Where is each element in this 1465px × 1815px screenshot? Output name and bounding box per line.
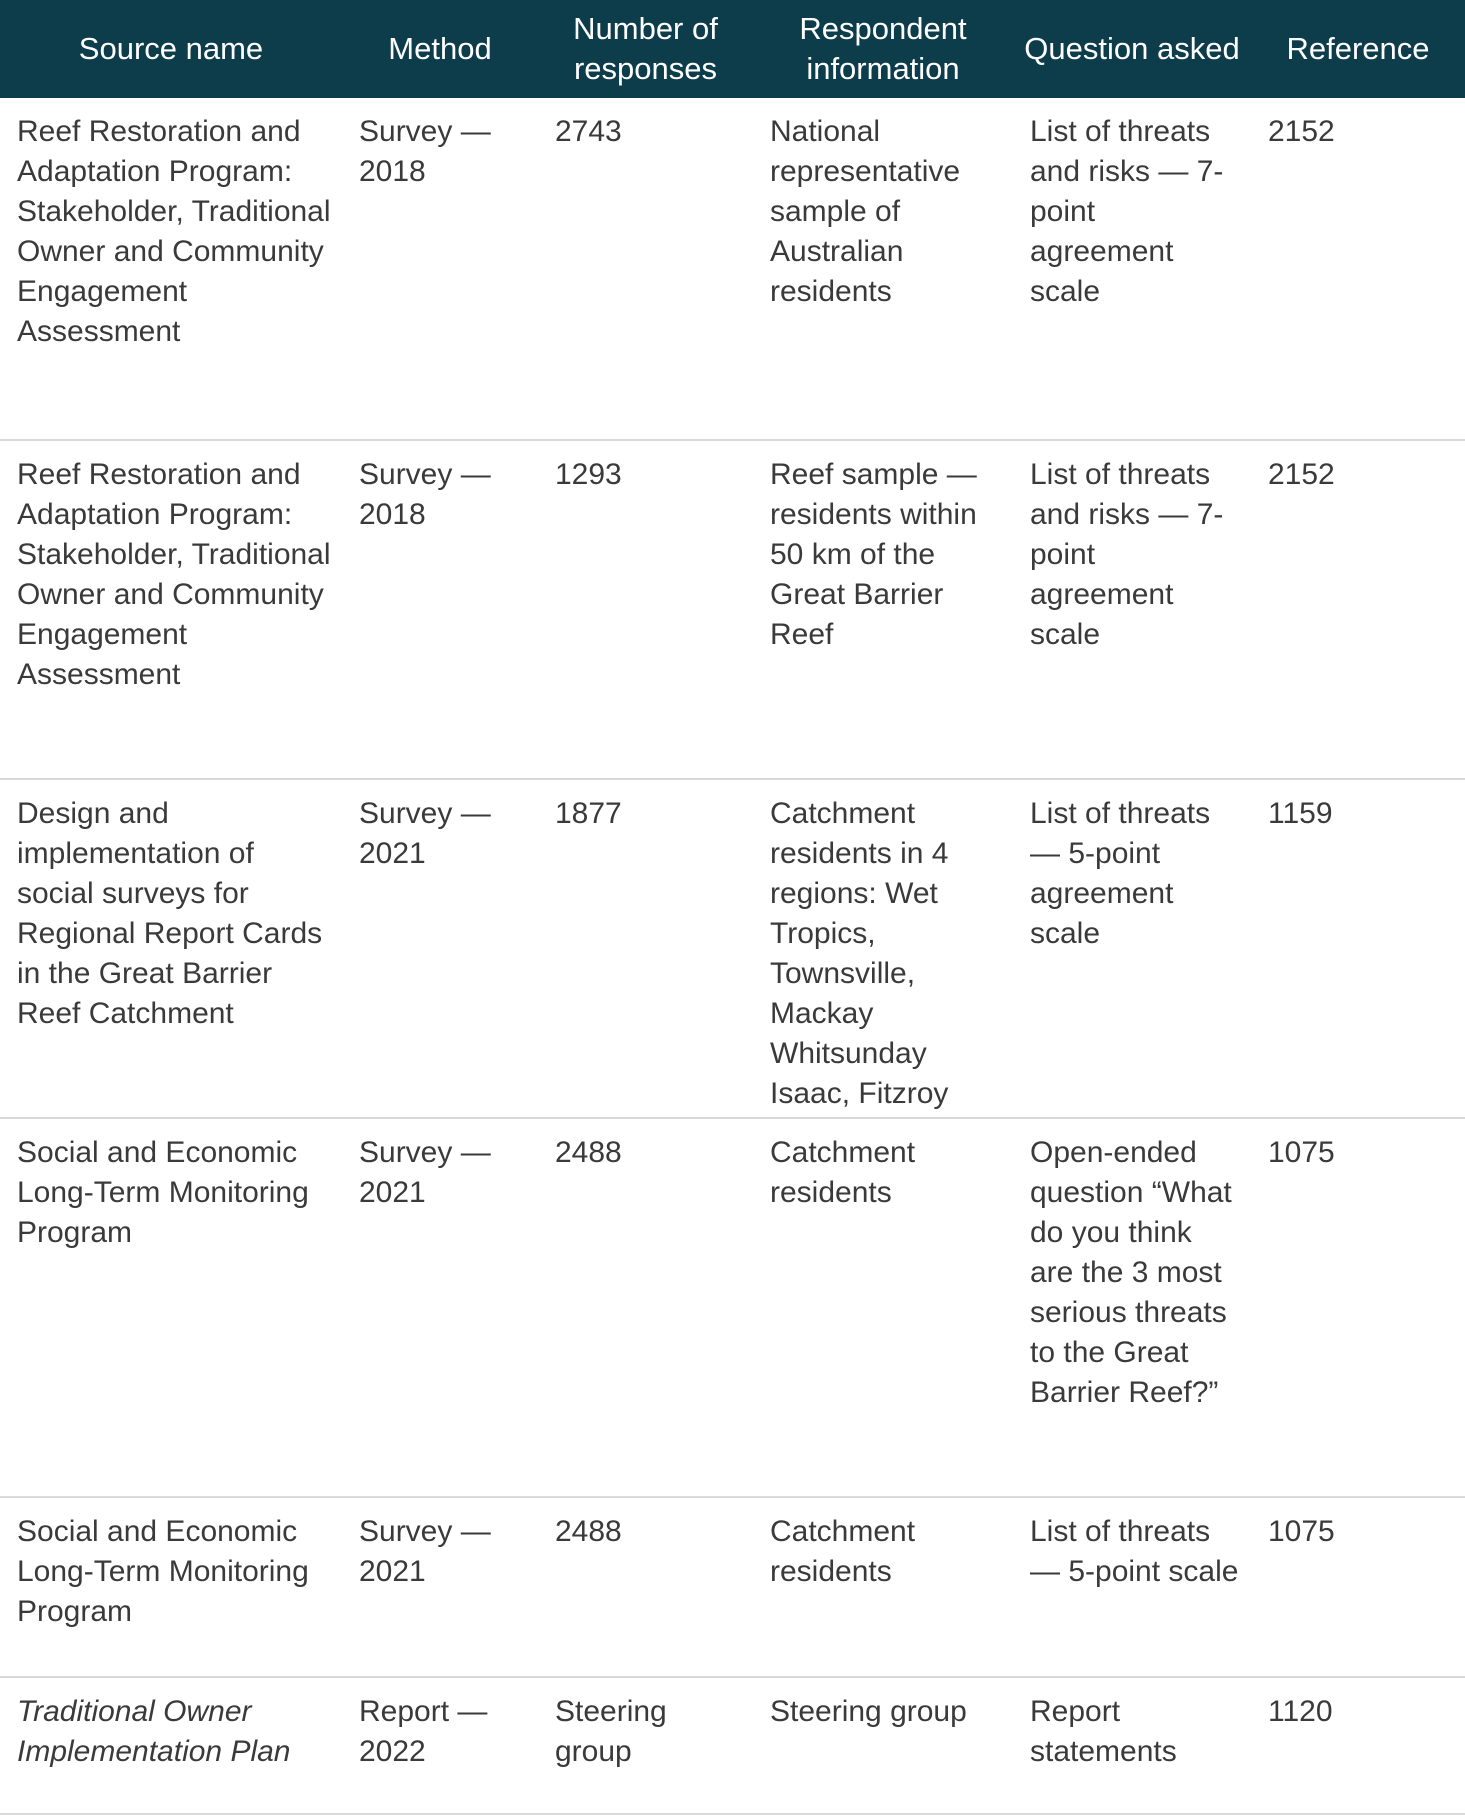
table-body: Reef Restoration and Adaptation Program:… — [0, 98, 1465, 1815]
header-cell: Number of responses — [538, 0, 753, 98]
table-cell: Survey — 2021 — [342, 779, 538, 1119]
table-cell: 2152 — [1251, 440, 1465, 780]
table-cell: Report statements — [1013, 1677, 1251, 1815]
table-cell: Design and implementation of social surv… — [0, 779, 342, 1119]
table-cell: Survey — 2021 — [342, 1118, 538, 1498]
table-cell: List of threats and risks — 7-point agre… — [1013, 98, 1251, 441]
table-cell: Reef sample — residents within 50 km of … — [753, 440, 1013, 780]
table-cell: 1075 — [1251, 1497, 1465, 1678]
table-row: Reef Restoration and Adaptation Program:… — [0, 440, 1465, 780]
table-row: Reef Restoration and Adaptation Program:… — [0, 98, 1465, 441]
table-cell: Catchment residents — [753, 1497, 1013, 1678]
table-cell: 1877 — [538, 779, 753, 1119]
table-cell: Catchment residents in 4 regions: Wet Tr… — [753, 779, 1013, 1119]
table-cell: Report — 2022 — [342, 1677, 538, 1815]
table-cell: 1075 — [1251, 1118, 1465, 1498]
table-cell: Reef Restoration and Adaptation Program:… — [0, 440, 342, 780]
table-cell: Steering group — [538, 1677, 753, 1815]
table-cell: List of threats and risks — 7-point agre… — [1013, 440, 1251, 780]
table-cell: Steering group — [753, 1677, 1013, 1815]
table-cell: Social and Economic Long-Term Monitoring… — [0, 1118, 342, 1498]
table-cell: 2743 — [538, 98, 753, 441]
table-cell: Survey — 2018 — [342, 98, 538, 441]
table-cell: 1159 — [1251, 779, 1465, 1119]
header-cell: Reference — [1251, 0, 1465, 98]
header-cell: Question asked — [1013, 0, 1251, 98]
table-cell: 1293 — [538, 440, 753, 780]
table-cell: Open-ended question “What do you think a… — [1013, 1118, 1251, 1498]
table-cell: Traditional Owner Implementation Plan — [0, 1677, 342, 1815]
table-cell: Social and Economic Long-Term Monitoring… — [0, 1497, 342, 1678]
header-cell: Source name — [0, 0, 342, 98]
table-row: Traditional Owner Implementation Plan Rep… — [0, 1677, 1465, 1815]
table-cell: Reef Restoration and Adaptation Program:… — [0, 98, 342, 441]
table-cell: List of threats — 5-point agreement scal… — [1013, 779, 1251, 1119]
table-row: Design and implementation of social surv… — [0, 779, 1465, 1119]
table-cell: National representative sample of Austra… — [753, 98, 1013, 441]
table-cell: Catchment residents — [753, 1118, 1013, 1498]
table-cell: Survey — 2021 — [342, 1497, 538, 1678]
table-row: Social and Economic Long-Term Monitoring… — [0, 1118, 1465, 1498]
header-cell: Respondent information — [753, 0, 1013, 98]
table-cell: 1120 — [1251, 1677, 1465, 1815]
header-cell: Method — [342, 0, 538, 98]
table-cell: 2488 — [538, 1497, 753, 1678]
header-row: Source name Method Number of responses Resp… — [0, 0, 1465, 98]
table-cell: Survey — 2018 — [342, 440, 538, 780]
table-cell: 2152 — [1251, 98, 1465, 441]
table-cell: 2488 — [538, 1118, 753, 1498]
table-cell: List of threats — 5-point scale — [1013, 1497, 1251, 1678]
table-row: Social and Economic Long-Term Monitoring… — [0, 1497, 1465, 1678]
